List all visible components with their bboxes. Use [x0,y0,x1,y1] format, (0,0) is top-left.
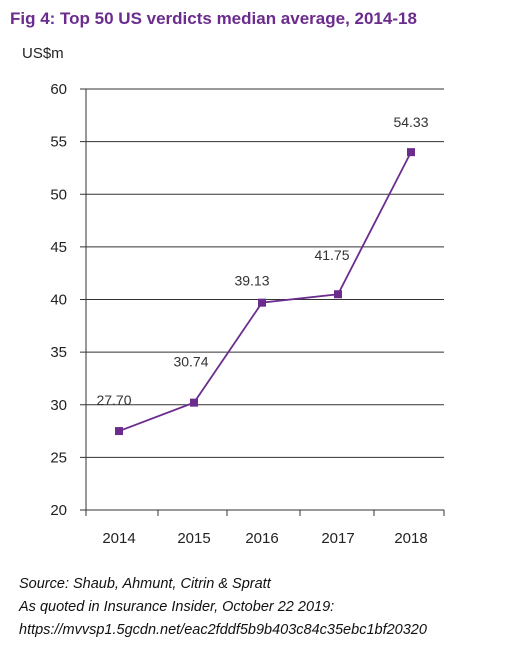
y-tick-label: 45 [50,239,67,256]
data-label: 54.33 [393,114,428,130]
x-tick-label: 2014 [102,530,135,547]
data-point-marker [258,298,266,307]
y-tick-label: 35 [50,344,67,361]
y-axis-unit-label: US$m [22,45,64,62]
y-tick-label: 55 [50,134,67,151]
y-tick-label: 30 [50,397,67,414]
y-tick-label: 60 [50,81,67,98]
x-tick-label: 2017 [321,530,354,547]
data-point-marker [407,148,415,157]
series-line-group [115,148,415,436]
data-point-marker [190,398,198,407]
x-tick-label: 2018 [394,530,427,547]
source-note: Source: Shaub, Ahmunt, Citrin & Spratt A… [19,573,427,642]
y-tick-label: 50 [50,186,67,203]
source-line-1: Source: Shaub, Ahmunt, Citrin & Spratt [19,576,271,592]
x-axis: 2014 2015 2016 2017 2018 [85,510,445,547]
data-label: 27.70 [96,392,131,408]
y-tick-label: 20 [50,502,67,519]
data-point-marker [115,427,123,436]
data-label: 41.75 [314,247,349,263]
x-tick-label: 2016 [245,530,278,547]
data-point-marker [334,290,342,299]
y-tick-label: 40 [50,292,67,309]
x-tick-label: 2015 [177,530,210,547]
source-line-3: https://mvvsp1.5gcdn.net/eac2fddf5b9b403… [19,622,427,638]
data-labels: 27.70 30.74 39.13 41.75 54.33 [96,114,428,408]
y-tick-label: 25 [50,449,67,466]
source-line-2: As quoted in Insurance Insider, October … [19,599,335,615]
data-label: 39.13 [234,273,269,289]
chart-title: Fig 4: Top 50 US verdicts median average… [10,9,417,28]
y-axis: 20 25 30 35 40 45 50 55 60 [50,81,87,519]
data-label: 30.74 [173,354,208,370]
